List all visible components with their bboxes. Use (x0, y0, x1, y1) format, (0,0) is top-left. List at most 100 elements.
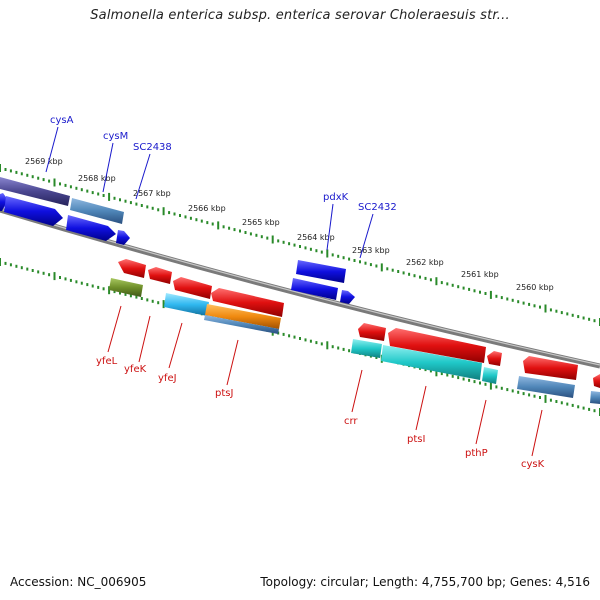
minor-tick (86, 283, 89, 287)
minor-tick (304, 246, 307, 250)
minor-tick (424, 276, 427, 280)
gene-cyan-1[interactable] (351, 339, 382, 358)
major-tick (0, 164, 1, 172)
gene-crr[interactable] (358, 323, 386, 341)
minor-tick (593, 319, 596, 323)
minor-tick (560, 311, 563, 315)
gene-ptsI[interactable] (388, 328, 486, 363)
minor-tick (402, 271, 405, 275)
minor-tick (309, 247, 312, 251)
minor-tick (146, 298, 149, 302)
gene-forward-4[interactable] (340, 290, 355, 304)
minor-tick (80, 188, 83, 192)
minor-tick (157, 301, 160, 305)
minor-tick (228, 226, 231, 230)
gene-steel-2[interactable] (517, 376, 575, 398)
forward-gene-labels: cysA cysM SC2438 pdxK SC2432 (50, 115, 397, 213)
minor-tick (451, 283, 454, 287)
minor-tick (282, 240, 285, 244)
forward-genes (0, 177, 355, 304)
minor-tick (555, 400, 558, 403)
minor-tick (195, 218, 198, 222)
gene-sky[interactable] (164, 293, 209, 316)
minor-tick (533, 304, 536, 308)
minor-tick (37, 176, 40, 180)
minor-tick (451, 374, 454, 378)
tick-label: 2566 kbp (188, 204, 226, 213)
gene-SC2432[interactable] (291, 278, 338, 300)
minor-tick (4, 261, 7, 265)
gene-ptsJ[interactable] (211, 288, 284, 317)
minor-tick (457, 285, 460, 289)
gene-pthP[interactable] (487, 351, 502, 366)
minor-tick (446, 373, 449, 377)
gene-cyan-2[interactable] (381, 345, 482, 380)
minor-tick (331, 345, 334, 349)
minor-tick (244, 231, 247, 234)
minor-tick (97, 285, 100, 289)
label-SC2438: SC2438 (133, 142, 172, 153)
minor-tick (119, 198, 121, 202)
minor-tick (140, 297, 143, 300)
gene-pdxK[interactable] (296, 260, 346, 283)
minor-tick (59, 276, 61, 279)
gene-yfeK[interactable] (148, 267, 172, 284)
minor-tick (462, 377, 465, 381)
minor-tick (64, 183, 67, 187)
minor-tick (588, 317, 591, 321)
gene-cyan-3[interactable] (482, 367, 498, 384)
minor-tick (64, 277, 67, 281)
reverse-label-connectors (107, 305, 543, 457)
minor-tick (386, 267, 389, 271)
minor-tick (429, 278, 432, 282)
gene-yfeL[interactable] (118, 259, 146, 278)
label-yfeJ: yfeJ (158, 373, 177, 384)
major-tick (0, 258, 1, 266)
minor-tick (484, 382, 487, 386)
gene-cysA[interactable] (0, 177, 70, 206)
minor-tick (560, 401, 563, 405)
minor-tick (342, 347, 345, 351)
gene-SC2438[interactable] (116, 230, 130, 245)
gene-cysK[interactable] (523, 356, 578, 380)
minor-tick (15, 264, 18, 268)
minor-tick (320, 342, 323, 346)
major-tick (489, 381, 492, 390)
minor-tick (413, 274, 416, 278)
tick-label: 2569 kbp (25, 157, 63, 166)
minor-tick (255, 233, 258, 237)
gene-steel-1[interactable] (204, 315, 279, 334)
minor-tick (315, 249, 318, 253)
gene-yfeJ[interactable] (173, 277, 212, 299)
minor-tick (522, 301, 525, 305)
label-yfeK: yfeK (124, 364, 147, 375)
minor-tick (91, 284, 94, 288)
major-tick (162, 207, 165, 216)
major-tick (108, 286, 111, 295)
gene-forward-2[interactable] (4, 196, 63, 226)
gene-cysM[interactable] (70, 198, 124, 224)
major-tick (217, 221, 220, 230)
minor-tick (424, 368, 427, 372)
minor-tick (473, 289, 476, 293)
forward-label-connectors (45, 126, 374, 259)
minor-tick (348, 257, 351, 261)
label-yfeL: yfeL (96, 356, 118, 367)
major-tick (435, 277, 438, 286)
genome-title: Salmonella enterica subsp. enterica sero… (90, 8, 510, 23)
minor-tick (495, 294, 498, 298)
gene-orange[interactable] (205, 304, 281, 329)
minor-tick (288, 334, 291, 338)
major-tick (544, 304, 547, 313)
minor-tick (522, 392, 525, 396)
minor-tick (539, 305, 541, 309)
minor-tick (31, 269, 34, 272)
kbp-scale-labels: 2569 kbp 2568 kbp 2567 kbp 2566 kbp 2565… (25, 157, 554, 292)
gene-reverse-edge[interactable] (593, 374, 600, 388)
gene-steel-3[interactable] (590, 391, 600, 404)
minor-tick (299, 245, 301, 248)
gene-olive[interactable] (109, 278, 143, 297)
gene-forward-3[interactable] (66, 215, 116, 241)
minor-tick (37, 270, 40, 274)
minor-tick (457, 376, 460, 380)
